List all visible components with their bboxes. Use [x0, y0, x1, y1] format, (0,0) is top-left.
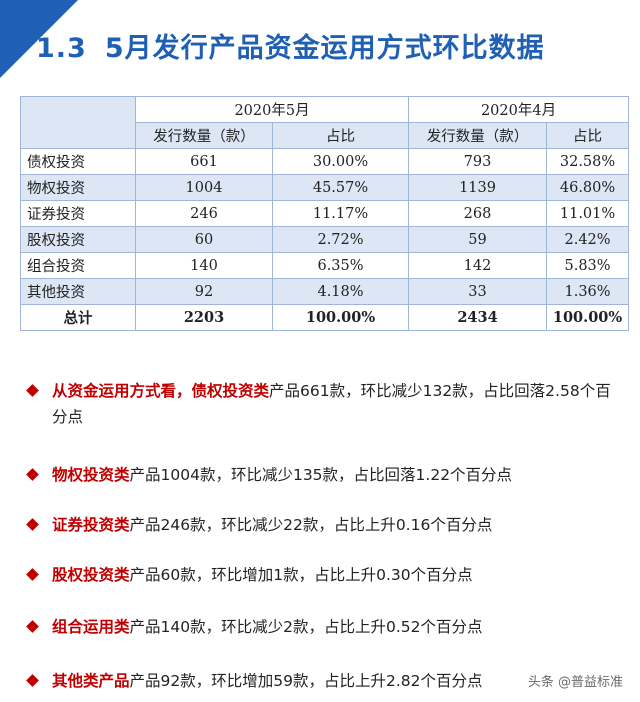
table-cell: 11.01% — [546, 200, 630, 227]
total-may-count: 2203 — [135, 304, 273, 331]
table-cell: 140 — [135, 252, 273, 279]
corner-cell — [20, 96, 136, 149]
bullet-body: 产品1004款，环比减少135款，占比回落1.22个百分点 — [129, 466, 513, 484]
row-label: 债权投资 — [20, 148, 136, 175]
table-cell: 1004 — [135, 174, 273, 201]
row-label: 组合投资 — [20, 252, 136, 279]
table-cell: 59 — [408, 226, 548, 253]
table-cell: 5.83% — [546, 252, 630, 279]
title-text: 5月发行产品资金运用方式环比数据 — [104, 33, 545, 64]
header-apr-share: 占比 — [546, 122, 630, 149]
bullet-text: 组合运用类产品140款，环比减少2款，占比上升0.52个百分点 — [52, 614, 624, 640]
period-header-apr: 2020年4月 — [408, 96, 630, 123]
table-row: 债权投资 661 30.00% 793 32.58% — [20, 148, 630, 175]
bullet-text: 物权投资类产品1004款，环比减少135款，占比回落1.22个百分点 — [52, 462, 624, 488]
total-apr-share: 100.00% — [546, 304, 630, 331]
table-row: 组合投资 140 6.35% 142 5.83% — [20, 252, 630, 279]
table-row: 物权投资 1004 45.57% 1139 46.80% — [20, 174, 630, 201]
total-label: 总计 — [20, 304, 136, 331]
bullet-text: 从资金运用方式看，债权投资类产品661款，环比减少132款，占比回落2.58个百… — [52, 378, 624, 430]
corner-decoration — [0, 0, 78, 78]
total-row: 总计 2203 100.00% 2434 100.00% — [20, 304, 630, 331]
bullet-item: 组合运用类产品140款，环比减少2款，占比上升0.52个百分点 — [24, 614, 624, 640]
diamond-bullet-icon — [26, 468, 39, 481]
table-cell: 11.17% — [271, 200, 410, 227]
bullet-highlight: 股权投资类 — [52, 566, 130, 584]
diamond-bullet-icon — [26, 384, 39, 397]
table-cell: 45.57% — [271, 174, 410, 201]
table-cell: 6.35% — [271, 252, 410, 279]
watermark: 头条 @普益标准 — [524, 670, 626, 691]
row-label: 物权投资 — [20, 174, 136, 201]
bullet-highlight: 其他类产品 — [52, 672, 130, 690]
table-row: 证券投资 246 11.17% 268 11.01% — [20, 200, 630, 227]
bullet-item: 证券投资类产品246款，环比减少22款，占比上升0.16个百分点 — [24, 512, 624, 538]
header-apr-count: 发行数量（款） — [408, 122, 548, 149]
bullet-body: 产品246款，环比减少22款，占比上升0.16个百分点 — [129, 516, 493, 534]
bullet-highlight: 物权投资类 — [52, 466, 130, 484]
table-row: 股权投资 60 2.72% 59 2.42% — [20, 226, 630, 253]
table-row: 其他投资 92 4.18% 33 1.36% — [20, 278, 630, 305]
bullet-body: 产品60款，环比增加1款，占比上升0.30个百分点 — [129, 566, 473, 584]
table-cell: 33 — [408, 278, 548, 305]
table-cell: 60 — [135, 226, 273, 253]
table-cell: 4.18% — [271, 278, 410, 305]
bullet-highlight: 从资金运用方式看，债权投资类 — [52, 382, 270, 400]
data-table-container: 2020年5月 2020年4月 发行数量（款） 占比 发行数量（款） 占比 债权… — [20, 96, 630, 331]
bullet-highlight: 证券投资类 — [52, 516, 130, 534]
table-cell: 268 — [408, 200, 548, 227]
sub-header-row: 发行数量（款） 占比 发行数量（款） 占比 — [21, 122, 630, 149]
bullet-body: 产品140款，环比减少2款，占比上升0.52个百分点 — [129, 618, 483, 636]
table-cell: 661 — [135, 148, 273, 175]
header-may-count: 发行数量（款） — [135, 122, 273, 149]
bullet-body: 产品92款，环比增加59款，占比上升2.82个百分点 — [129, 672, 483, 690]
table-cell: 1139 — [408, 174, 548, 201]
period-header-row: 2020年5月 2020年4月 — [20, 96, 630, 149]
table-cell: 142 — [408, 252, 548, 279]
total-apr-count: 2434 — [408, 304, 548, 331]
bullet-text: 股权投资类产品60款，环比增加1款，占比上升0.30个百分点 — [52, 562, 624, 588]
bullet-text: 证券投资类产品246款，环比减少22款，占比上升0.16个百分点 — [52, 512, 624, 538]
page-title: 1.3 5月发行产品资金运用方式环比数据 — [36, 26, 545, 65]
data-table: 2020年5月 2020年4月 发行数量（款） 占比 发行数量（款） 占比 债权… — [20, 96, 630, 331]
table-cell: 793 — [408, 148, 548, 175]
diamond-bullet-icon — [26, 568, 39, 581]
table-cell: 32.58% — [546, 148, 630, 175]
diamond-bullet-icon — [26, 674, 39, 687]
section-number: 1.3 — [36, 33, 87, 64]
diamond-bullet-icon — [26, 620, 39, 633]
bullet-text: 其他类产品产品92款，环比增加59款，占比上升2.82个百分点 — [52, 668, 624, 694]
bullet-body: 产品661款，环比减少132款，占比回落2.58个百分点 — [52, 382, 611, 426]
bullet-item: 其他类产品产品92款，环比增加59款，占比上升2.82个百分点 — [24, 668, 624, 694]
bullet-item: 股权投资类产品60款，环比增加1款，占比上升0.30个百分点 — [24, 562, 624, 588]
period-header-may: 2020年5月 — [134, 96, 410, 123]
table-cell: 30.00% — [271, 148, 410, 175]
diamond-bullet-icon — [26, 518, 39, 531]
bullet-item: 从资金运用方式看，债权投资类产品661款，环比减少132款，占比回落2.58个百… — [24, 378, 624, 430]
table-cell: 92 — [135, 278, 273, 305]
bullet-item: 物权投资类产品1004款，环比减少135款，占比回落1.22个百分点 — [24, 462, 624, 488]
table-cell: 246 — [135, 200, 273, 227]
row-label: 其他投资 — [20, 278, 136, 305]
row-label: 股权投资 — [20, 226, 136, 253]
row-label: 证券投资 — [20, 200, 136, 227]
table-cell: 46.80% — [546, 174, 630, 201]
table-cell: 2.42% — [546, 226, 630, 253]
header-may-share: 占比 — [271, 122, 410, 149]
total-may-share: 100.00% — [271, 304, 410, 331]
bullet-highlight: 组合运用类 — [52, 618, 130, 636]
table-cell: 2.72% — [271, 226, 410, 253]
table-cell: 1.36% — [546, 278, 630, 305]
